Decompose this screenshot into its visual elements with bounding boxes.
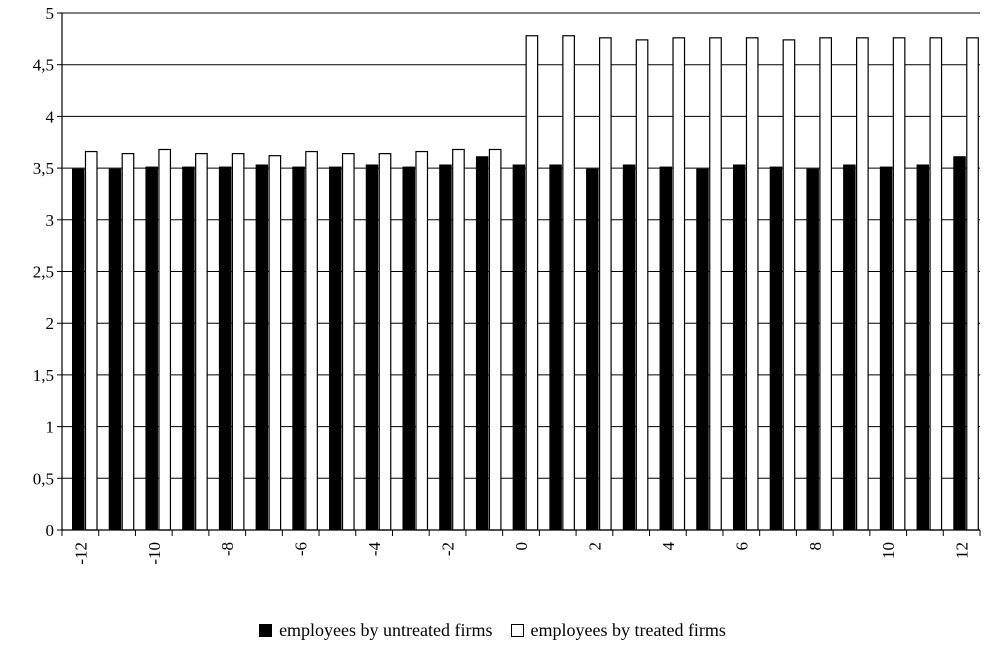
bar-untreated — [218, 166, 232, 531]
x-tick-label: 10 — [879, 542, 898, 559]
y-tick-labels: 0 0,5 1 1,5 2 2,5 3 3,5 4 4,5 5 — [33, 4, 55, 540]
bar-treated — [966, 37, 979, 531]
bar-treated — [525, 35, 539, 531]
bar-treated — [819, 37, 833, 531]
legend-swatch-treated — [510, 624, 524, 637]
bar-untreated — [145, 166, 158, 531]
bar-untreated — [402, 166, 415, 531]
y-tick-label: 2,5 — [33, 263, 54, 282]
bar-treated — [158, 148, 172, 531]
x-tick-label: 6 — [732, 542, 751, 551]
y-tick-label: 5 — [46, 4, 55, 23]
legend-label-treated: employees by treated firms — [530, 620, 726, 640]
bar-untreated — [182, 166, 195, 531]
bar-untreated — [329, 166, 342, 531]
y-tick-label: 3 — [46, 211, 55, 230]
legend: employees by untreated firms employees b… — [0, 620, 985, 641]
bar-untreated — [365, 164, 379, 531]
x-tick-label: 2 — [585, 542, 604, 551]
x-tick-label: -2 — [439, 542, 458, 556]
bar-untreated — [549, 164, 562, 531]
bar-untreated — [879, 166, 893, 531]
y-tick-label: 0,5 — [33, 469, 54, 488]
x-tick-label: 4 — [659, 542, 678, 551]
bar-treated — [892, 37, 906, 531]
bar-treated — [121, 153, 135, 531]
x-tick-label: 8 — [806, 542, 825, 551]
x-tick-label: -12 — [71, 542, 90, 565]
bar-untreated — [622, 164, 636, 531]
bar-untreated — [659, 166, 673, 531]
y-tick-label: 3,5 — [33, 159, 54, 178]
bar-untreated — [696, 168, 709, 531]
x-tick-label: -10 — [145, 542, 164, 565]
bar-treated — [856, 37, 869, 531]
bar-treated — [195, 153, 208, 531]
y-tick-label: 2 — [46, 314, 55, 333]
bar-untreated — [475, 156, 489, 531]
bar-untreated — [255, 164, 269, 531]
legend-label-untreated: employees by untreated firms — [279, 620, 493, 640]
bar-untreated — [292, 166, 305, 531]
bar-treated — [305, 150, 318, 531]
x-tick-label: 0 — [512, 542, 531, 551]
bar-untreated — [108, 168, 122, 531]
bar-untreated — [512, 164, 526, 531]
legend-swatch-untreated — [259, 624, 273, 637]
bar-untreated — [806, 168, 819, 531]
bar-untreated — [843, 164, 856, 531]
bar-treated — [598, 37, 612, 531]
legend-item-treated: employees by treated firms — [510, 620, 726, 641]
y-tick-label: 0 — [46, 521, 55, 540]
bar-treated — [672, 37, 686, 531]
bars — [72, 35, 979, 531]
x-tick-label: -6 — [292, 542, 311, 556]
bar-untreated — [439, 164, 452, 531]
bar-untreated — [916, 164, 930, 531]
bar-treated — [709, 37, 722, 531]
bar-untreated — [586, 168, 599, 531]
bar-treated — [452, 148, 465, 531]
bar-treated — [415, 150, 429, 531]
bar-treated — [562, 35, 575, 531]
bar-treated — [231, 153, 245, 531]
bar-untreated — [953, 156, 966, 531]
bar-treated — [268, 155, 282, 531]
bar-untreated — [732, 164, 746, 531]
bar-untreated — [72, 168, 85, 531]
bar-treated — [782, 39, 796, 531]
x-tick-label: -4 — [365, 542, 384, 557]
bar-treated — [488, 148, 502, 531]
bar-treated — [84, 150, 98, 531]
y-tick-label: 4 — [46, 107, 55, 126]
legend-item-untreated: employees by untreated firms — [259, 620, 493, 641]
x-tick-label: -8 — [218, 542, 237, 556]
bar-treated — [929, 37, 943, 531]
bar-untreated — [769, 166, 783, 531]
bar-treated — [341, 153, 355, 531]
bar-treated — [635, 39, 649, 531]
x-tick-labels: -12 -10 -8 -6 -4 -2 0 2 4 6 8 10 12 — [71, 542, 971, 565]
y-tick-label: 1 — [46, 418, 55, 437]
axes — [57, 12, 981, 536]
bar-treated — [378, 153, 392, 531]
y-tick-label: 4,5 — [33, 56, 54, 75]
x-tick-label: 12 — [953, 542, 972, 559]
bar-treated — [745, 37, 759, 531]
y-tick-label: 1,5 — [33, 366, 54, 385]
